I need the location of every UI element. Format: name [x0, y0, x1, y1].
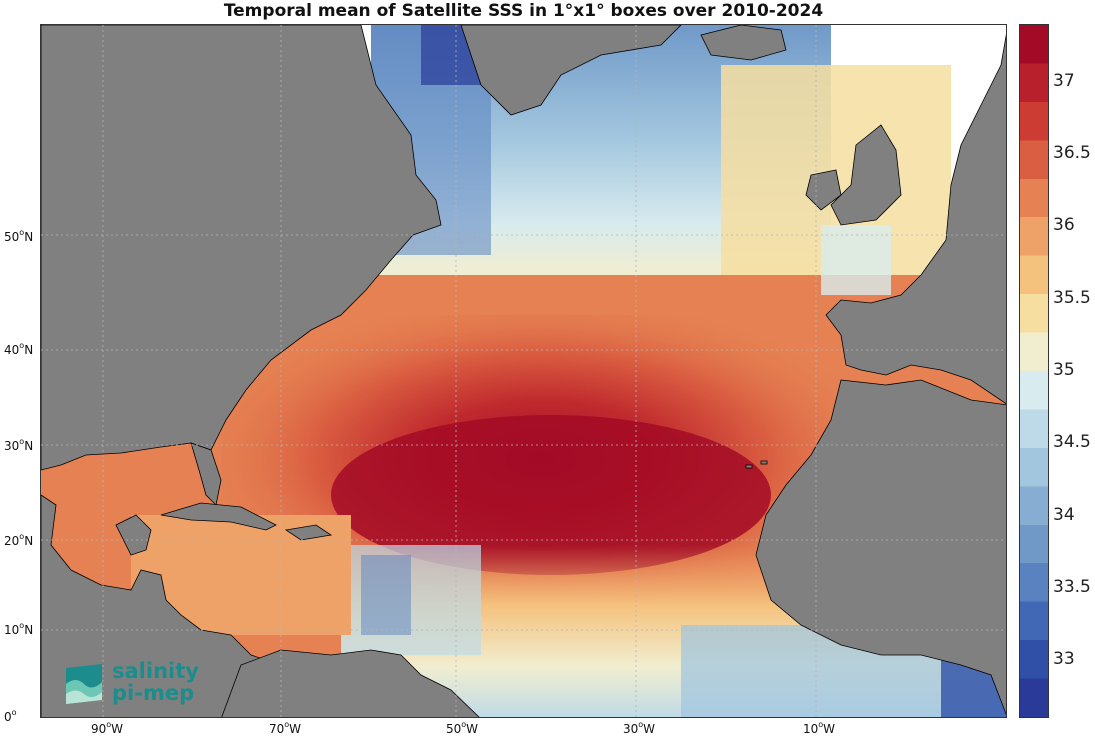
lon-label-30: 30oW	[622, 720, 656, 736]
land-cuba	[160, 502, 277, 531]
logo-text-salinity: salinity	[112, 659, 199, 683]
map-title: Temporal mean of Satellite SSS in 1°x1° …	[223, 1, 824, 21]
land-yucatan	[115, 514, 152, 556]
colorbar-tick-label: 35.5	[1053, 287, 1091, 308]
lon-label-10: 10oW	[802, 720, 836, 736]
sss-map[interactable]	[40, 24, 1007, 718]
colorbar-tick-label: 33.5	[1053, 576, 1091, 597]
lon-label-90: 90oW	[90, 720, 124, 736]
land-greenland	[460, 25, 682, 116]
graticule	[41, 25, 1006, 717]
land-britain	[830, 124, 902, 226]
salinity-pi-mep-logo: salinity pi-mep	[62, 658, 242, 706]
colorbar-tick-label: 34.5	[1053, 432, 1091, 453]
lon-label-50: 50oW	[445, 720, 479, 736]
logo-text-pi-mep: pi-mep	[112, 681, 195, 705]
wave-icon	[66, 664, 102, 704]
lat-label-40: 40oN	[4, 341, 34, 357]
colorbar	[1019, 24, 1049, 718]
colorbar-tick-label: 34	[1053, 504, 1075, 525]
land-europe	[825, 34, 1006, 405]
land-south-america	[221, 649, 480, 717]
lat-label-0: 0o	[4, 708, 17, 724]
land-north-america	[41, 25, 442, 471]
colorbar-tick-label: 36	[1053, 215, 1075, 236]
colorbar-tick-label: 36.5	[1053, 143, 1091, 164]
lat-label-10: 10oN	[4, 621, 34, 637]
lat-label-20: 20oN	[4, 532, 34, 548]
land-iceland	[700, 25, 787, 61]
colorbar-tick-label: 33	[1053, 649, 1075, 670]
land-africa	[755, 379, 1006, 715]
land-hispaniola	[284, 524, 333, 541]
land	[41, 25, 1006, 717]
lat-label-30: 30oN	[4, 437, 34, 453]
colorbar-tick-label: 35	[1053, 360, 1075, 380]
lat-label-50: 50oN	[4, 228, 34, 244]
lon-label-70: 70oW	[268, 720, 302, 736]
land-ireland	[805, 169, 842, 211]
colorbar-tick-label: 37	[1053, 70, 1075, 91]
